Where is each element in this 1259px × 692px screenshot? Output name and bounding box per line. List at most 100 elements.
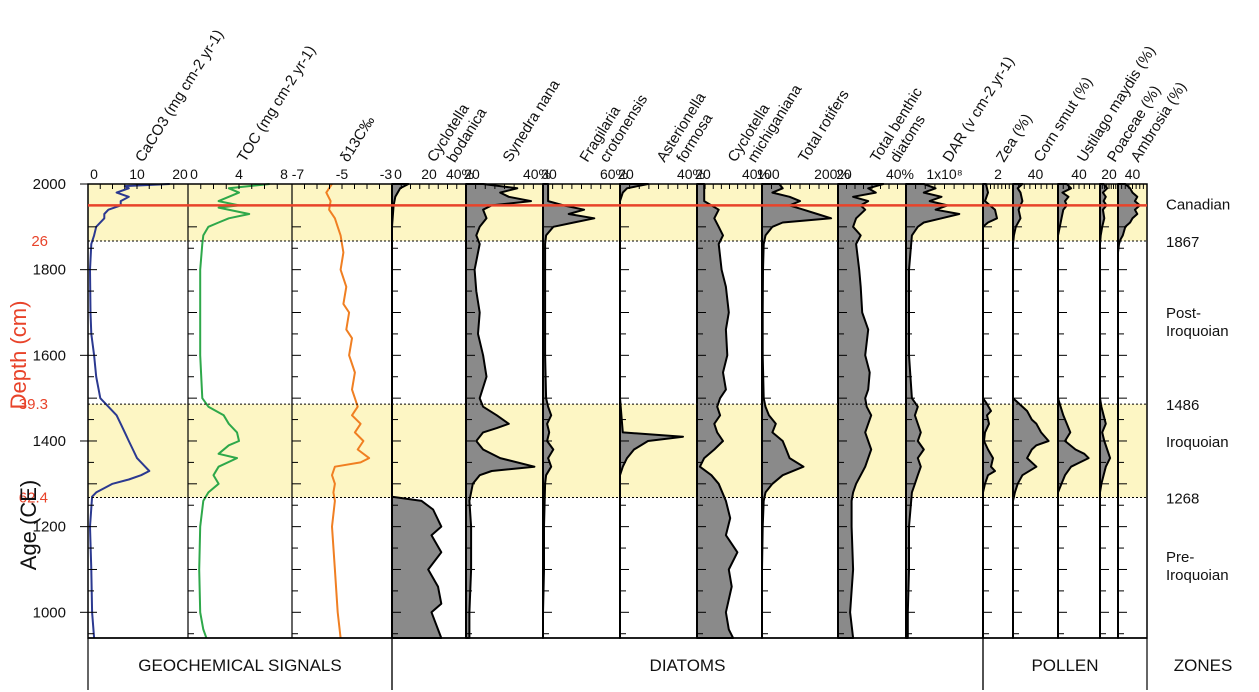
zone-label-line: 1268	[1166, 491, 1199, 508]
zone-label-line: 1486	[1166, 397, 1199, 414]
track-header: CaCO3 (mg cm-2 yr-1)	[132, 27, 227, 165]
tick-label: 60%	[600, 166, 628, 182]
header-line: CaCO3 (mg cm-2 yr-1)	[132, 27, 227, 165]
tick-label: 0	[90, 166, 98, 182]
zone-bands	[88, 184, 1147, 638]
zone-band-0	[88, 184, 1147, 241]
zone-labels: Canadian1867Post-Iroquoian1486Iroquoian1…	[1166, 196, 1230, 584]
zone-label-line: Iroquoian	[1166, 323, 1229, 340]
header-line: Zea (%)	[993, 111, 1036, 165]
zone-label-line: Iroquoian	[1166, 434, 1229, 451]
tick-label: 40%	[677, 166, 705, 182]
tick-label: 40	[1125, 166, 1141, 182]
zone-label: Iroquoian	[1166, 434, 1229, 451]
zone-label: 1486	[1166, 397, 1199, 414]
tick-label: 200%	[814, 166, 850, 182]
depth-axis-title: Depth (cm)	[6, 301, 31, 410]
zone-boundaries	[88, 204, 1147, 499]
tick-label: 40%	[886, 166, 914, 182]
tick-label: 0	[394, 166, 402, 182]
area-series-15	[1117, 183, 1141, 639]
panel-frames	[87, 183, 1148, 639]
age-tick-label: 1800	[33, 262, 66, 279]
group-label: ZONES	[1174, 656, 1233, 675]
area-series-10	[905, 183, 961, 639]
zone-label-line: Post-	[1166, 305, 1201, 322]
tick-label: 2	[994, 166, 1002, 182]
header-line: TOC (mg cm-2 yr-1)	[234, 43, 319, 166]
age-axis-title: Age (CE)	[16, 480, 41, 570]
tick-label: 10	[129, 166, 145, 182]
depth-marker-label: 39.3	[19, 396, 48, 413]
line-series-2	[325, 183, 371, 639]
track-header: Total rotifers	[795, 87, 853, 165]
area-series-4	[465, 183, 536, 639]
group-label: DIATOMS	[650, 656, 726, 675]
tick-label: -7	[292, 166, 305, 182]
tick-label: 40%	[523, 166, 551, 182]
track-headers: CaCO3 (mg cm-2 yr-1) TOC (mg cm-2 yr-1) δ1…	[132, 27, 1190, 175]
tick-label: 40	[1071, 166, 1087, 182]
track-3: 0 20 40%	[391, 166, 474, 639]
tick-label: 1x10⁸	[926, 166, 962, 182]
group-label: POLLEN	[1031, 656, 1098, 675]
zone-label-line: Pre-	[1166, 549, 1194, 566]
track-11: 2	[982, 166, 1010, 639]
group-label: GEOCHEMICAL SIGNALS	[138, 656, 341, 675]
track-header: Zea (%)	[993, 111, 1036, 165]
zone-band-2	[88, 404, 1147, 498]
tick-label: 20	[836, 166, 852, 182]
header-line: Total rotifers	[795, 87, 853, 165]
track-8: 100 200%	[756, 166, 850, 639]
tick-label: 20	[1101, 166, 1117, 182]
zone-label: Canadian	[1166, 196, 1230, 213]
tick-label: 4	[235, 166, 243, 182]
tick-label: 20	[464, 166, 480, 182]
age-tick-label: 1400	[33, 433, 66, 450]
track-header: Fragilariacrotonensis	[576, 83, 651, 175]
area-series-3	[391, 183, 443, 639]
proxy-tracks: 0 10 20 0 4 8 -7 -5 -3 0 20 40%20 40%30 60%20 40%20 40%…	[87, 166, 1144, 639]
depth-marker-label: 26	[31, 233, 48, 250]
zone-label: Pre-Iroquoian	[1166, 549, 1229, 584]
tick-label: -5	[336, 166, 349, 182]
tick-label: 30	[541, 166, 557, 182]
track-header: Total benthicdiatoms	[867, 84, 941, 174]
age-tick-label: 1600	[33, 347, 66, 364]
zone-label: 1268	[1166, 491, 1199, 508]
tick-label: 20	[618, 166, 634, 182]
zone-band-1	[88, 240, 1147, 405]
zone-label: Post-Iroquoian	[1166, 305, 1229, 340]
track-13: 40	[1057, 166, 1096, 639]
depth-marker-label: 62.4	[19, 490, 48, 507]
track-4: 20 40%	[464, 166, 551, 639]
track-header: Synedra nana	[499, 76, 563, 165]
age-tick-label: 1200	[33, 519, 66, 536]
track-12: 40	[1012, 166, 1053, 639]
tick-label: 40%	[742, 166, 770, 182]
area-series-12	[1012, 183, 1050, 639]
tick-label: 8	[280, 166, 288, 182]
track-header: Cyclotellabodanica	[424, 95, 491, 174]
header-line: Synedra nana	[499, 76, 563, 165]
track-header: Cyclotellamichiganiana	[724, 72, 805, 174]
track-15: 40	[1117, 166, 1144, 639]
track-header: TOC (mg cm-2 yr-1)	[234, 43, 319, 166]
track-header: Asterionellaformosa	[653, 89, 724, 174]
tick-label: 20	[172, 166, 188, 182]
tick-label: 20	[421, 166, 437, 182]
zone-label-line: Canadian	[1166, 196, 1230, 213]
track-14: 20	[1099, 166, 1117, 639]
age-tick-label: 1000	[33, 604, 66, 621]
area-series-13	[1057, 183, 1090, 639]
zone-label: 1867	[1166, 234, 1199, 251]
zone-label-line: 1867	[1166, 234, 1199, 251]
tick-label: 40%	[446, 166, 474, 182]
tick-label: 20	[695, 166, 711, 182]
group-footer: GEOCHEMICAL SIGNALS DIATOMS POLLEN ZONES	[87, 637, 1233, 690]
track-header: δ13C‰	[337, 113, 378, 165]
age-tick-label: 2000	[33, 176, 66, 193]
age-axis: 2000 1800 1600 1400 1200 1000 26 39.3 62.4 Depth …	[6, 176, 88, 621]
tick-label: 100	[756, 166, 780, 182]
